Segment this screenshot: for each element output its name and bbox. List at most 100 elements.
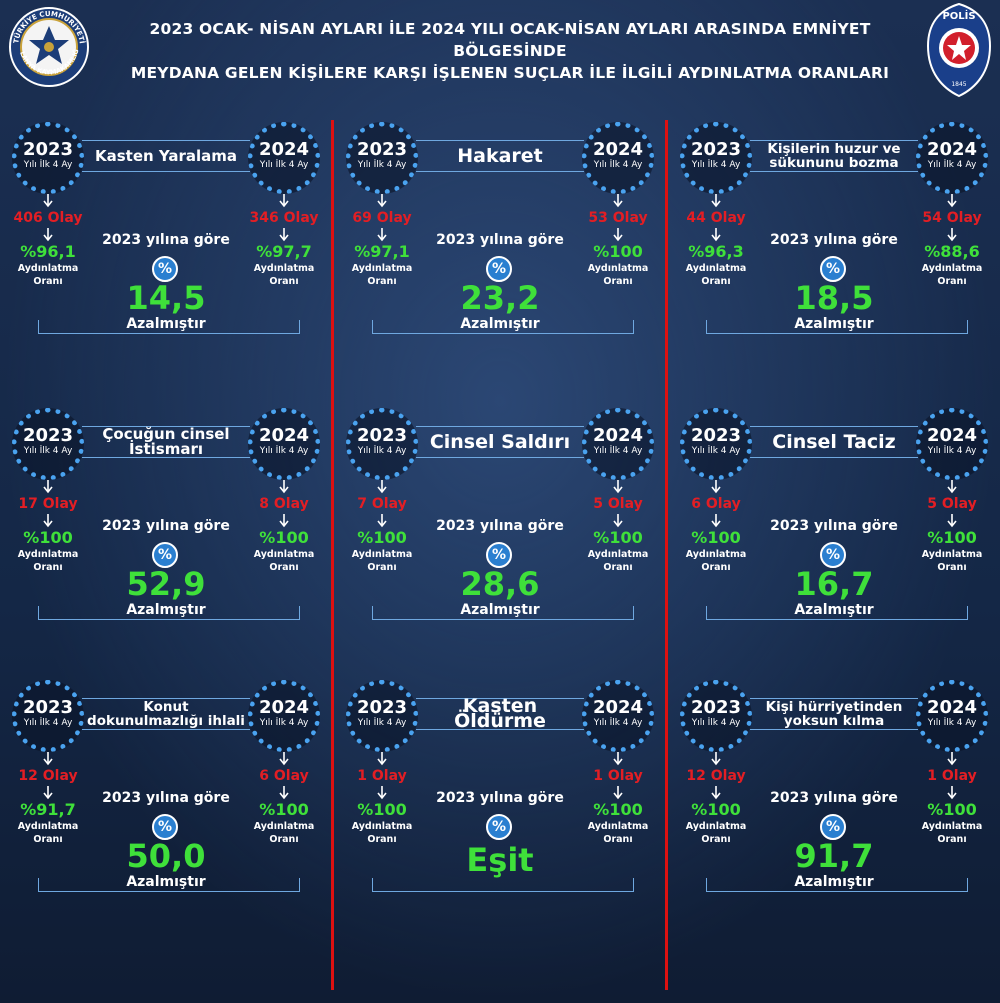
rate-2024: %100 bbox=[259, 800, 309, 819]
year-sublabel: Yılı İlk 4 Ay bbox=[691, 718, 741, 728]
year-2023-circle: 2023 Yılı İlk 4 Ay bbox=[680, 408, 752, 480]
year-label: 2024 bbox=[592, 139, 644, 160]
year-2023-circle: 2023 Yılı İlk 4 Ay bbox=[12, 122, 84, 194]
bottom-bracket bbox=[706, 320, 968, 334]
year-sublabel: Yılı İlk 4 Ay bbox=[23, 446, 73, 456]
year-label: 2024 bbox=[592, 425, 644, 446]
change-value: 16,7 bbox=[794, 565, 874, 603]
change-value: 52,9 bbox=[126, 565, 206, 603]
percent-icon: % bbox=[486, 542, 512, 568]
rate-2023: %96,3 bbox=[688, 242, 744, 261]
title-line-1: 2023 OCAK- NİSAN AYLARI İLE 2024 YILI OC… bbox=[149, 20, 871, 60]
crime-panel: 2023 Yılı İlk 4 Ay Cinsel Taciz 2024 Yıl… bbox=[676, 408, 1000, 668]
rate-2024: %100 bbox=[593, 242, 643, 261]
year-2024-circle: 2024 Yılı İlk 4 Ay bbox=[248, 122, 320, 194]
comparison-label: 2023 yılına göre bbox=[102, 232, 230, 248]
title-line-2: MEYDANA GELEN KİŞİLERE KARŞI İŞLENEN SUÇ… bbox=[130, 64, 890, 82]
change-result: Azalmıştır bbox=[460, 602, 540, 618]
year-label: 2023 bbox=[22, 425, 74, 446]
rate-2024: %100 bbox=[259, 528, 309, 547]
comparison-label: 2023 yılına göre bbox=[436, 790, 564, 806]
arrow-down-icon bbox=[377, 480, 387, 494]
bottom-bracket bbox=[372, 320, 634, 334]
change-result: Azalmıştır bbox=[460, 316, 540, 332]
rate-label: Aydınlatma Oranı bbox=[351, 549, 413, 573]
percent-icon: % bbox=[152, 814, 178, 840]
change-value: 14,5 bbox=[126, 279, 206, 317]
title-frame bbox=[750, 698, 918, 730]
rate-label: Aydınlatma Oranı bbox=[921, 263, 983, 287]
comparison-label: 2023 yılına göre bbox=[436, 518, 564, 534]
year-label: 2024 bbox=[926, 425, 978, 446]
year-sublabel: Yılı İlk 4 Ay bbox=[23, 160, 73, 170]
rate-label: Aydınlatma Oranı bbox=[253, 263, 315, 287]
crime-title: Cinsel Saldırı bbox=[429, 430, 571, 453]
bottom-bracket bbox=[38, 320, 300, 334]
year-2023-circle: 2023 Yılı İlk 4 Ay bbox=[12, 408, 84, 480]
count-2024: 1 Olay bbox=[927, 768, 977, 784]
bottom-bracket bbox=[38, 606, 300, 620]
change-value: Eşit bbox=[466, 841, 534, 879]
year-sublabel: Yılı İlk 4 Ay bbox=[927, 160, 977, 170]
arrow-down-icon bbox=[377, 514, 387, 528]
change-result: Azalmıştır bbox=[794, 874, 874, 890]
arrow-down-icon bbox=[947, 228, 957, 242]
bottom-bracket bbox=[706, 878, 968, 892]
crime-panel: 2023 Yılı İlk 4 Ay Kişi hürriyetinden yo… bbox=[676, 680, 1000, 940]
arrow-down-icon bbox=[279, 228, 289, 242]
arrow-down-icon bbox=[947, 752, 957, 766]
comparison-label: 2023 yılına göre bbox=[102, 518, 230, 534]
rate-label: Aydınlatma Oranı bbox=[253, 821, 315, 845]
header: TÜRKİYE CUMHURİYETİ ALANYA KAYMAKAMLIĞI … bbox=[0, 0, 1000, 100]
change-result: Azalmıştır bbox=[126, 316, 206, 332]
title-frame bbox=[750, 140, 918, 172]
rate-2023: %100 bbox=[357, 800, 407, 819]
year-label: 2023 bbox=[690, 697, 742, 718]
percent-icon: % bbox=[820, 814, 846, 840]
year-sublabel: Yılı İlk 4 Ay bbox=[23, 718, 73, 728]
crime-title: Kişi hürriyetinden yoksun kılma bbox=[765, 699, 903, 729]
arrow-down-icon bbox=[43, 752, 53, 766]
bottom-bracket bbox=[372, 606, 634, 620]
year-sublabel: Yılı İlk 4 Ay bbox=[593, 446, 643, 456]
change-result: Azalmıştır bbox=[126, 874, 206, 890]
page-title: 2023 OCAK- NİSAN AYLARI İLE 2024 YILI OC… bbox=[100, 18, 920, 84]
arrow-down-icon bbox=[43, 194, 53, 208]
rate-label: Aydınlatma Oranı bbox=[921, 549, 983, 573]
year-sublabel: Yılı İlk 4 Ay bbox=[593, 160, 643, 170]
arrow-down-icon bbox=[279, 514, 289, 528]
arrow-down-icon bbox=[279, 480, 289, 494]
year-sublabel: Yılı İlk 4 Ay bbox=[927, 446, 977, 456]
year-label: 2023 bbox=[22, 139, 74, 160]
count-2024: 5 Olay bbox=[593, 496, 643, 512]
percent-icon: % bbox=[486, 256, 512, 282]
year-2024-circle: 2024 Yılı İlk 4 Ay bbox=[916, 122, 988, 194]
title-frame bbox=[82, 140, 250, 172]
crime-title: Kişilerin huzur ve sükununu bozma bbox=[767, 141, 901, 171]
rate-2024: %100 bbox=[927, 528, 977, 547]
year-2024-circle: 2024 Yılı İlk 4 Ay bbox=[582, 680, 654, 752]
percent-icon: % bbox=[152, 542, 178, 568]
rate-2023: %96,1 bbox=[20, 242, 76, 261]
crime-panel: 2023 Yılı İlk 4 Ay Cinsel Saldırı 2024 Y… bbox=[342, 408, 672, 668]
crime-panel: 2023 Yılı İlk 4 Ay Kasten Öldürme 2024 Y… bbox=[342, 680, 672, 940]
percent-icon: % bbox=[152, 256, 178, 282]
change-value: 28,6 bbox=[460, 565, 540, 603]
rate-label: Aydınlatma Oranı bbox=[587, 821, 649, 845]
year-2023-circle: 2023 Yılı İlk 4 Ay bbox=[680, 680, 752, 752]
title-frame bbox=[416, 698, 584, 730]
arrow-down-icon bbox=[711, 480, 721, 494]
arrow-down-icon bbox=[711, 752, 721, 766]
police-badge-icon: POLİS 1845 bbox=[926, 2, 992, 98]
crime-title: Kasten Yaralama bbox=[94, 146, 238, 165]
arrow-down-icon bbox=[613, 752, 623, 766]
year-2024-circle: 2024 Yılı İlk 4 Ay bbox=[248, 408, 320, 480]
change-result: Azalmıştır bbox=[126, 602, 206, 618]
crime-panel: 2023 Yılı İlk 4 Ay Kasten Yaralama 2024 … bbox=[8, 122, 338, 382]
year-label: 2023 bbox=[356, 139, 408, 160]
arrow-down-icon bbox=[43, 228, 53, 242]
rate-2023: %100 bbox=[691, 528, 741, 547]
year-2024-circle: 2024 Yılı İlk 4 Ay bbox=[916, 680, 988, 752]
year-2023-circle: 2023 Yılı İlk 4 Ay bbox=[346, 680, 418, 752]
count-2024: 346 Olay bbox=[249, 210, 319, 226]
